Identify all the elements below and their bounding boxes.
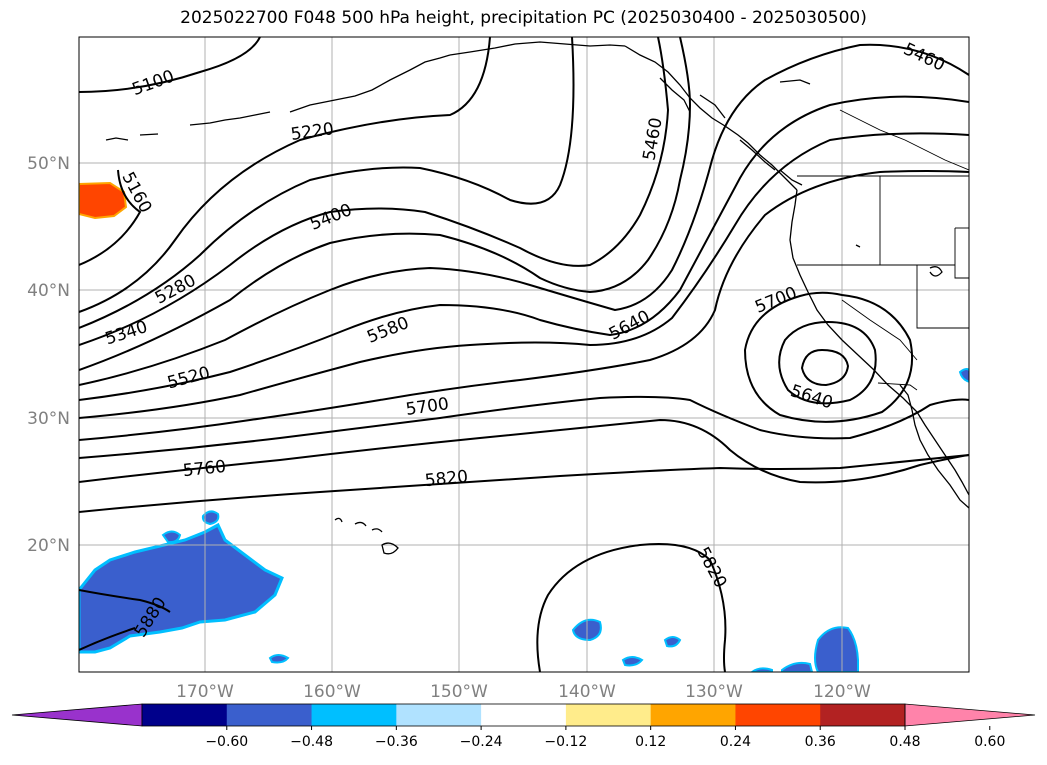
contour-5400 <box>79 37 692 371</box>
colorbar-tick-labels: −0.60 −0.48 −0.36 −0.24 −0.12 0.12 0.24 0.36 0.4… <box>205 726 1005 750</box>
contour-5520 <box>79 95 969 401</box>
colorbar-tick-label: −0.12 <box>544 734 587 750</box>
colorbar-segment <box>650 704 736 726</box>
contour-5340 <box>79 37 670 346</box>
coastlines <box>105 41 969 555</box>
lon-label: 120°W <box>813 682 871 702</box>
colorbar-segment <box>481 704 567 726</box>
map-frame <box>78 36 970 673</box>
colorbar-segment <box>226 704 313 726</box>
colorbar-tick-label: 0.12 <box>635 734 666 750</box>
contour-5880 <box>79 589 171 651</box>
colorbar-tick-label: 0.24 <box>720 734 751 750</box>
contour-5160-west <box>79 169 142 266</box>
contour-5820 <box>79 454 969 513</box>
colorbar <box>11 703 1036 727</box>
lat-label: 20°N <box>27 536 70 556</box>
colorbar-outline <box>141 703 906 727</box>
colorbar-tick-label: 0.48 <box>889 734 920 750</box>
contour-5580-low <box>800 348 850 387</box>
graticule <box>79 37 969 672</box>
contour-label: 5700 <box>404 394 450 420</box>
colorbar-segment <box>142 704 228 726</box>
contour-label: 5820 <box>424 467 469 491</box>
contour-5760 <box>79 418 969 484</box>
lat-label: 30°N <box>27 409 70 429</box>
contour-5280 <box>79 37 575 329</box>
colorbar-segment <box>735 704 821 726</box>
precip-negative-blob-5 <box>621 656 644 667</box>
precip-negative-area-southwest <box>79 522 284 654</box>
lat-label: 40°N <box>27 281 70 301</box>
contour-label: 5640 <box>606 307 654 345</box>
lon-label: 170°W <box>176 682 234 702</box>
lat-label: 50°N <box>27 154 70 174</box>
lon-label: 140°W <box>558 682 616 702</box>
contour-label: 5700 <box>752 283 800 318</box>
contour-5640 <box>79 170 969 441</box>
colorbar-tick-label: −0.36 <box>375 734 418 750</box>
colorbar-segment <box>820 704 906 726</box>
lon-label: 130°W <box>685 682 743 702</box>
contour-label: 5460 <box>900 39 948 75</box>
political-boundaries <box>797 109 969 391</box>
lon-label: 150°W <box>430 682 488 702</box>
lon-label: 160°W <box>303 682 361 702</box>
contour-5460 <box>79 43 969 386</box>
precip-negative-blob-10 <box>958 368 969 383</box>
precipitation-shading <box>79 181 969 672</box>
longitude-labels: 170°W 160°W 150°W 140°W 130°W 120°W <box>176 682 871 702</box>
precip-negative-blob-6 <box>663 636 682 648</box>
precip-negative-blob-7 <box>814 626 859 672</box>
contour-label: 5640 <box>788 381 835 413</box>
colorbar-tick-label: −0.60 <box>205 734 248 750</box>
precip-negative-blob-3 <box>268 654 290 664</box>
contour-label: 5820 <box>692 544 730 592</box>
height-contours <box>79 37 969 672</box>
colorbar-tick-label: −0.24 <box>460 734 503 750</box>
colorbar-extend-high <box>904 703 1036 727</box>
colorbar-extend-low <box>11 703 143 727</box>
map-title: 2025022700 F048 500 hPa height, precipit… <box>180 8 867 28</box>
contour-label: 5760 <box>182 457 227 481</box>
colorbar-segment <box>311 704 397 726</box>
colorbar-segment <box>565 704 652 726</box>
colorbar-segment <box>396 704 482 726</box>
contour-label: 5220 <box>289 119 335 145</box>
colorbar-tick-label: −0.48 <box>290 734 333 750</box>
contour-label: 5280 <box>152 271 200 309</box>
contour-5700-low <box>743 291 914 423</box>
precip-negative-blob-2 <box>161 530 182 544</box>
contour-5100 <box>79 37 261 93</box>
colorbar-tick-label: 0.36 <box>805 734 836 750</box>
contour-5640-low <box>778 320 877 405</box>
latitude-labels: 50°N 40°N 30°N 20°N <box>27 154 70 556</box>
contour-label: 5400 <box>307 200 355 235</box>
precip-negative-blob-9 <box>750 667 773 672</box>
contour-5220 <box>79 37 491 313</box>
colorbar-tick-label: 0.60 <box>974 734 1005 750</box>
contour-5580 <box>79 132 969 419</box>
contour-5700 <box>79 395 969 459</box>
precip-negative-blob-8 <box>781 661 814 672</box>
contour-label: 5580 <box>364 313 412 348</box>
contour-5820-south <box>536 543 727 672</box>
precip-negative-blob-1 <box>201 510 220 526</box>
contour-label: 5100 <box>130 67 177 101</box>
precip-positive-area-west <box>79 181 128 220</box>
